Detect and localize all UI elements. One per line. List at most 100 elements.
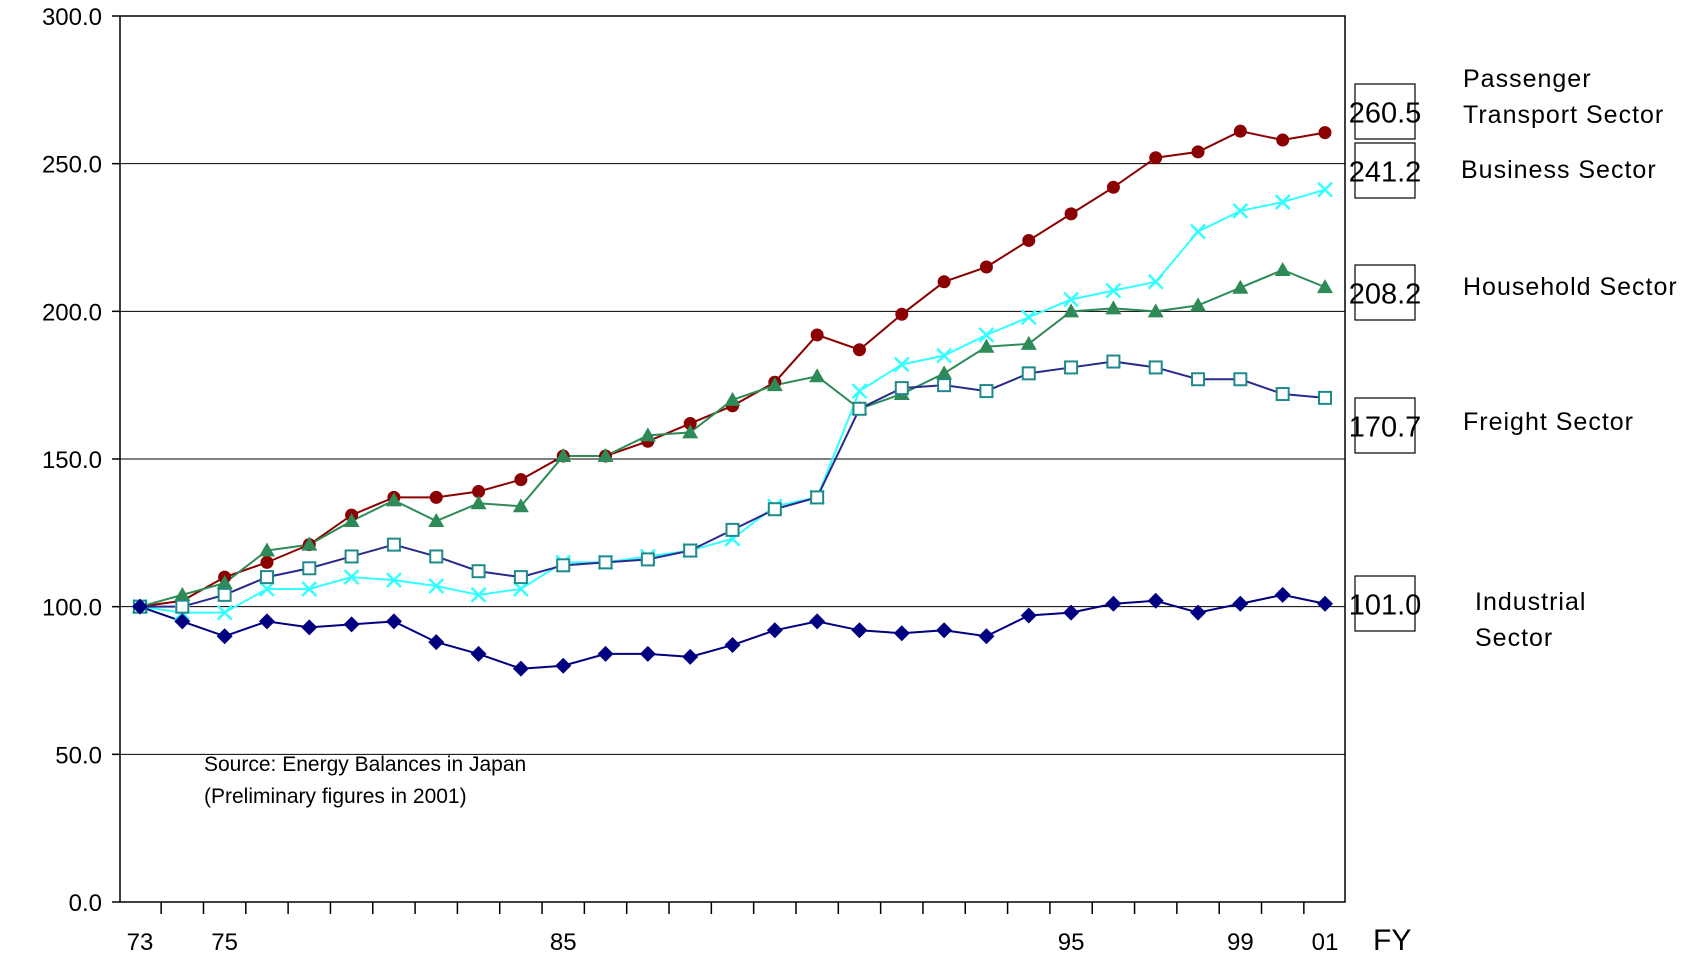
source-note-line1: Source: Energy Balances in Japan xyxy=(204,753,526,776)
data-point xyxy=(937,275,951,289)
data-point xyxy=(894,381,909,396)
data-point xyxy=(639,427,656,442)
data-point xyxy=(1106,354,1121,369)
data-point xyxy=(1190,604,1207,621)
data-point xyxy=(386,537,401,552)
data-point xyxy=(343,569,360,586)
y-tick-label: 50.0 xyxy=(55,742,102,769)
series-name-label: Passenger xyxy=(1463,65,1592,93)
data-point xyxy=(258,613,275,630)
data-point xyxy=(683,543,698,558)
data-point xyxy=(1318,126,1332,140)
data-point xyxy=(1105,300,1122,315)
data-point xyxy=(1190,223,1206,240)
value-box xyxy=(1354,83,1416,140)
end-value-label: 101.0 xyxy=(1349,590,1422,622)
plot-frame xyxy=(119,15,1346,903)
x-tick-label: 95 xyxy=(1058,929,1085,956)
x-tick-label: 85 xyxy=(550,929,577,956)
data-point xyxy=(597,645,614,662)
series-name-label: Household Sector xyxy=(1463,273,1678,301)
data-point xyxy=(598,555,613,570)
data-point xyxy=(470,495,487,510)
data-point xyxy=(428,578,445,594)
data-point xyxy=(470,645,487,662)
data-point xyxy=(1021,366,1036,381)
data-point xyxy=(640,552,655,567)
data-point xyxy=(767,502,782,517)
end-value-label: 170.7 xyxy=(1349,412,1422,444)
data-point xyxy=(639,645,656,662)
data-point xyxy=(1147,273,1164,290)
data-point xyxy=(1063,303,1080,318)
series-name-label: Industrial xyxy=(1475,588,1586,616)
data-point xyxy=(766,622,783,639)
series-name-label: Business Sector xyxy=(1461,156,1657,184)
data-point xyxy=(810,490,825,505)
series-line xyxy=(139,593,1326,670)
data-point xyxy=(851,622,868,639)
data-point xyxy=(343,513,360,528)
data-point xyxy=(259,570,274,585)
data-point xyxy=(174,613,191,630)
data-point xyxy=(301,619,318,636)
data-point xyxy=(936,622,953,639)
y-tick-label: 100.0 xyxy=(42,595,102,622)
y-tick-label: 250.0 xyxy=(42,152,102,179)
data-point xyxy=(471,564,486,579)
x-axis-title: FY xyxy=(1373,924,1411,957)
data-point xyxy=(852,401,867,416)
data-point xyxy=(1020,607,1037,624)
series-markers xyxy=(132,124,1333,677)
data-point xyxy=(556,558,571,573)
data-point xyxy=(428,634,445,651)
data-point xyxy=(1233,372,1248,387)
data-point xyxy=(597,448,614,463)
data-point xyxy=(216,575,233,590)
data-point xyxy=(1191,145,1205,159)
series-labels: 260.5 Passenger Transport Sector 241.2 Busin… xyxy=(1349,65,1678,652)
data-point xyxy=(301,581,318,597)
value-box xyxy=(1354,142,1416,199)
data-point xyxy=(893,356,910,373)
data-point xyxy=(1317,181,1333,198)
data-point xyxy=(978,628,995,645)
data-point xyxy=(1274,586,1291,603)
data-point xyxy=(1020,309,1037,326)
data-point xyxy=(682,424,699,439)
data-point xyxy=(260,555,274,569)
data-point xyxy=(810,328,824,342)
data-point xyxy=(725,522,740,537)
data-point xyxy=(385,613,402,630)
data-point xyxy=(1274,194,1291,210)
data-point xyxy=(513,581,529,597)
y-tick-label: 200.0 xyxy=(42,299,102,326)
data-point xyxy=(766,377,783,392)
series-line xyxy=(139,268,1326,608)
data-point xyxy=(472,484,486,498)
data-point xyxy=(1147,592,1164,609)
data-point xyxy=(216,628,233,645)
data-point xyxy=(979,260,993,274)
data-point xyxy=(1274,261,1291,276)
data-point xyxy=(852,343,866,357)
data-point xyxy=(1020,335,1037,350)
data-point xyxy=(258,542,275,557)
data-point xyxy=(1064,207,1078,221)
data-point xyxy=(809,368,826,383)
data-point xyxy=(1149,151,1163,165)
data-point xyxy=(1022,233,1036,247)
data-point xyxy=(1063,291,1079,308)
data-point xyxy=(1233,124,1247,138)
value-box xyxy=(1354,575,1416,632)
data-point xyxy=(259,581,275,597)
data-point xyxy=(978,327,995,343)
data-point xyxy=(512,660,529,677)
data-point xyxy=(978,338,995,353)
series-name-label: Transport Sector xyxy=(1463,101,1664,129)
x-tick-label: 99 xyxy=(1227,929,1254,956)
data-point xyxy=(936,347,952,364)
end-value-label: 241.2 xyxy=(1349,157,1422,189)
data-point xyxy=(724,391,741,406)
